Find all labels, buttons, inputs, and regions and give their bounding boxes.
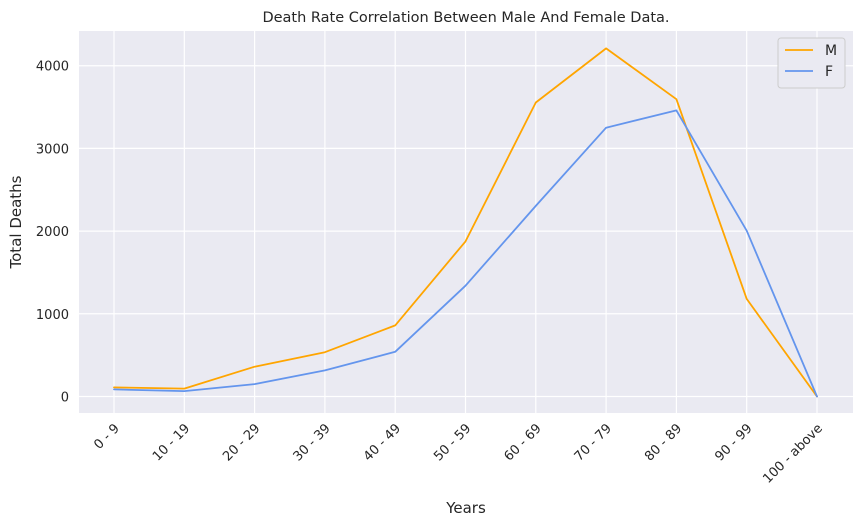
x-tick-label: 90 - 99 [712,421,755,464]
y-tick-label: 3000 [36,142,69,157]
grid-lines [79,31,853,413]
legend-label-m: M [825,43,837,59]
y-tick-label: 1000 [36,308,69,323]
y-tick-label: 4000 [36,60,69,75]
x-tick-label: 50 - 59 [431,421,474,464]
x-tick-label: 10 - 19 [150,421,193,464]
x-tick-label: 80 - 89 [642,421,685,464]
chart-title: Death Rate Correlation Between Male And … [262,10,669,26]
x-tick-label: 20 - 29 [220,421,263,464]
legend: MF [777,37,846,89]
x-tick-label: 60 - 69 [501,421,544,464]
series-layer [113,47,818,398]
series-line-f [113,109,818,398]
y-tick-label: 0 [61,390,69,405]
y-tick-label: 2000 [36,225,69,240]
x-tick-label: 30 - 39 [291,421,334,464]
x-tick-label: 40 - 49 [361,421,404,464]
x-tick-label: 70 - 79 [572,421,615,464]
x-tick-label: 0 - 9 [91,421,122,452]
y-tick-labels: 0 1000 2000 3000 4000 [36,60,69,406]
x-tick-label: 100 - above [760,421,826,487]
series-line-m [113,47,818,398]
x-axis-label: Years [445,499,486,517]
legend-label-f: F [825,64,833,80]
y-axis-label: Total Deaths [7,175,25,269]
x-tick-labels: 0 - 9 10 - 19 20 - 29 30 - 39 40 - 49 50 - 59… [91,421,825,487]
